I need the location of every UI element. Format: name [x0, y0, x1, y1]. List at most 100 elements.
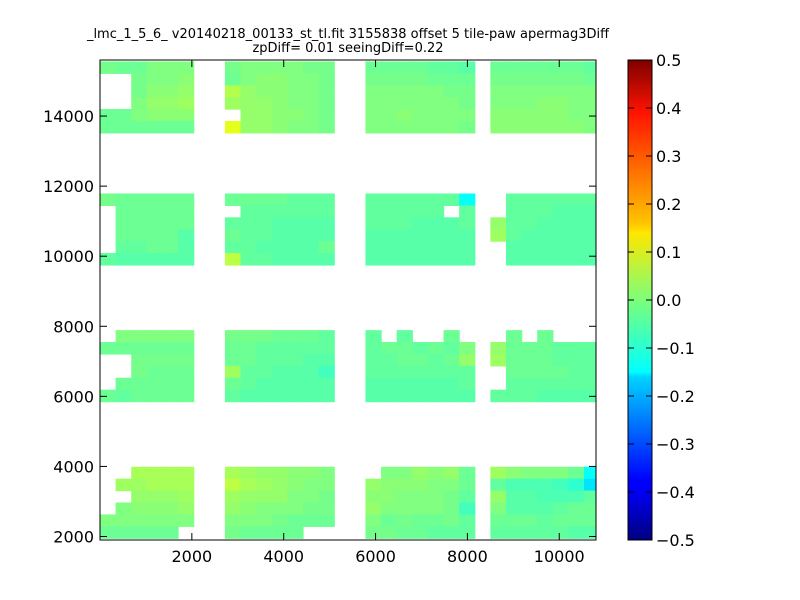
heatmap-cell: [318, 229, 335, 242]
heatmap-cell: [287, 217, 304, 230]
heatmap-cell: [396, 353, 413, 367]
y-axis: 2000 4000 6000 8000 10000 12000 14000: [43, 107, 596, 546]
heatmap-cell: [490, 217, 507, 230]
heatmap-cell: [396, 490, 413, 504]
heatmap-cell: [584, 490, 596, 504]
heatmap-cell: [162, 229, 179, 242]
heatmap-cell: [178, 466, 195, 480]
heatmap-cell: [427, 229, 445, 242]
heatmap-cell: [505, 526, 523, 539]
heatmap-cell: [146, 205, 164, 218]
heatmap-cell: [178, 229, 195, 242]
heatmap-cell: [427, 97, 445, 110]
heatmap-cell: [537, 365, 554, 379]
heatmap-cell: [162, 193, 179, 206]
chart-title-line-2: zpDiff= 0.01 seeingDiff=0.22: [252, 41, 443, 56]
heatmap-cell: [131, 61, 148, 74]
heatmap-cell: [287, 502, 304, 516]
heatmap-cell: [287, 73, 304, 86]
heatmap-cell: [521, 205, 538, 218]
heatmap-cell: [302, 229, 320, 242]
heatmap-cell: [381, 97, 398, 110]
heatmap-cell: [365, 490, 382, 504]
heatmap-cell: [271, 61, 288, 74]
heatmap-cell: [115, 526, 132, 539]
heatmap-cell: [584, 217, 596, 230]
heatmap-cell: [443, 330, 460, 343]
y-tick-label: 10000: [43, 247, 94, 266]
heatmap-cell: [302, 61, 320, 74]
heatmap-cell: [271, 217, 288, 230]
heatmap-cell: [240, 353, 257, 367]
heatmap-cell: [459, 466, 476, 480]
heatmap-cell: [318, 193, 335, 206]
heatmap-cell: [427, 514, 445, 527]
heatmap-cell: [256, 514, 273, 527]
heatmap-cell: [287, 109, 304, 122]
heatmap-cell: [443, 514, 460, 527]
heatmap-cell: [224, 73, 242, 86]
heatmap-cell: [131, 109, 148, 122]
y-tick-label: 6000: [53, 387, 94, 406]
heatmap-cell: [552, 97, 570, 110]
heatmap-cell: [162, 377, 179, 391]
heatmap-cell: [365, 241, 382, 254]
heatmap-cell: [459, 241, 476, 254]
heatmap-cell: [521, 253, 538, 266]
heatmap-cell: [287, 205, 304, 218]
heatmap-cell: [396, 73, 413, 86]
heatmap-cell: [490, 73, 507, 86]
heatmap-cell: [287, 330, 304, 343]
heatmap-cell: [427, 241, 445, 254]
heatmap-cell: [505, 377, 523, 391]
heatmap-cell: [412, 217, 429, 230]
heatmap-cell: [568, 342, 585, 355]
heatmap-cell: [552, 342, 570, 355]
heatmap-cell: [318, 97, 335, 110]
heatmap-cell: [178, 253, 195, 266]
heatmap-cell: [224, 365, 242, 379]
x-tick-label: 8000: [447, 547, 488, 566]
heatmap-cell: [240, 526, 257, 539]
heatmap-cell: [365, 193, 382, 206]
heatmap-cell: [224, 377, 242, 391]
heatmap-cell: [178, 514, 195, 527]
heatmap-cell: [302, 478, 320, 492]
heatmap-cell: [318, 73, 335, 86]
heatmap-cell: [287, 120, 304, 134]
heatmap-cell: [178, 365, 195, 379]
heatmap-cell: [302, 193, 320, 206]
y-tick-label: 14000: [43, 107, 94, 126]
heatmap-cell: [537, 229, 554, 242]
heatmap-cell: [271, 120, 288, 134]
heatmap-cell: [584, 229, 596, 242]
heatmap-cell: [584, 253, 596, 266]
heatmap-cell: [537, 466, 554, 480]
y-tick-label: 4000: [53, 457, 94, 476]
colorbar-tick-label: 0.5: [656, 51, 681, 70]
heatmap-cell: [521, 73, 538, 86]
heatmap-cell: [443, 193, 460, 206]
heatmap-cell: [271, 241, 288, 254]
heatmap-cell: [224, 526, 242, 539]
heatmap-cell: [443, 253, 460, 266]
heatmap-cell: [427, 353, 445, 367]
heatmap-cell: [552, 377, 570, 391]
heatmap-cell: [256, 253, 273, 266]
heatmap-cell: [521, 97, 538, 110]
heatmap-cell: [412, 193, 429, 206]
heatmap-cell: [271, 365, 288, 379]
heatmap-cell: [365, 120, 382, 134]
heatmap-cell: [584, 73, 596, 86]
heatmap-cell: [318, 389, 335, 403]
heatmap-cell: [302, 514, 320, 527]
heatmap-cell: [318, 61, 335, 74]
heatmap-cell: [537, 377, 554, 391]
heatmap-cell: [396, 205, 413, 218]
heatmap-cell: [131, 502, 148, 516]
heatmap-cell: [224, 514, 242, 527]
heatmap-cell: [365, 97, 382, 110]
heatmap-cell: [115, 193, 132, 206]
heatmap-cell: [271, 229, 288, 242]
heatmap-cell: [115, 502, 132, 516]
